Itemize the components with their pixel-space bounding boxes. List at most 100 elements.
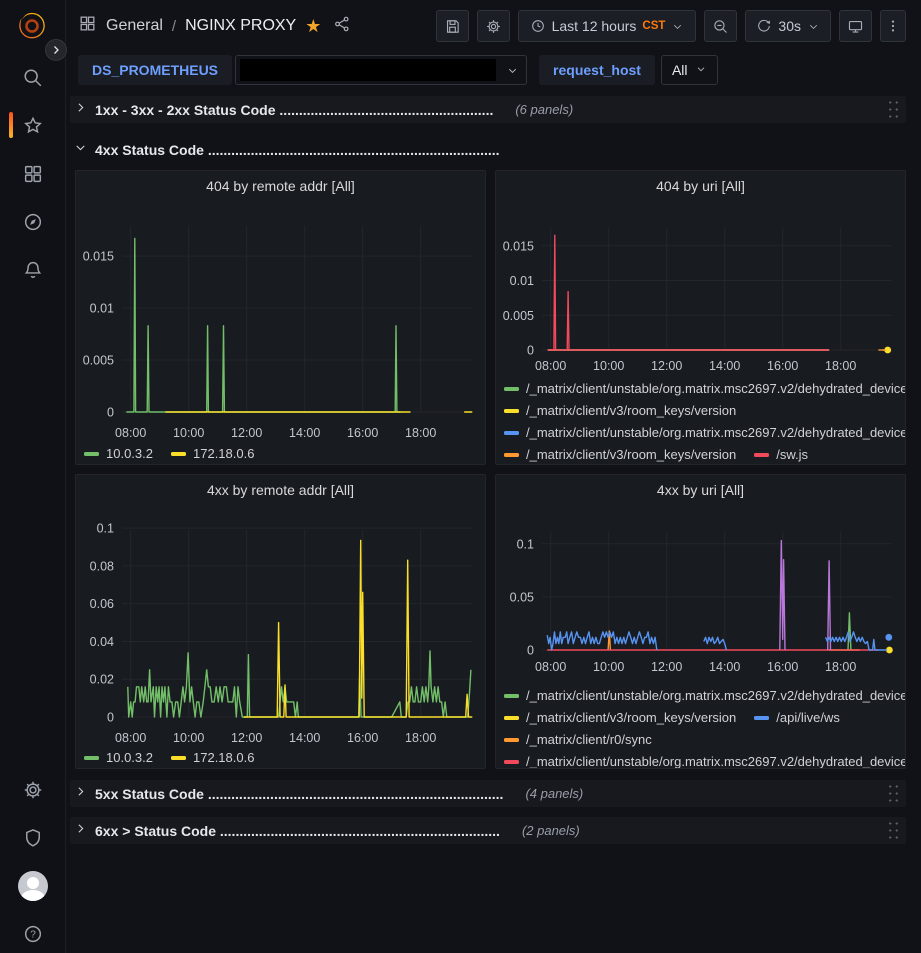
svg-text:0: 0: [107, 406, 114, 420]
request-host-variable-select[interactable]: All: [660, 55, 718, 85]
svg-text:10:00: 10:00: [593, 359, 624, 373]
legend-swatch: [504, 759, 519, 764]
server-admin-shield-icon[interactable]: [16, 821, 50, 855]
chevron-down-icon: [809, 24, 818, 29]
legend-swatch: [84, 451, 99, 456]
chevron-down-icon: [506, 64, 519, 82]
dashboards-icon[interactable]: [16, 157, 50, 191]
svg-text:0.05: 0.05: [510, 590, 534, 604]
grafana-logo-icon[interactable]: [14, 10, 52, 44]
variables-bar: DS_PROMETHEUS request_host All: [66, 52, 921, 88]
legend-label: 172.18.0.6: [193, 750, 255, 765]
header-actions: Last 12 hours CST 30s: [435, 10, 906, 42]
dashboard-settings-button[interactable]: [476, 10, 510, 42]
svg-text:08:00: 08:00: [535, 660, 566, 674]
legend-swatch: [504, 408, 519, 413]
refresh-interval-value: 30s: [778, 18, 801, 34]
row-4xx[interactable]: 4xx Status Code ........................…: [70, 136, 906, 163]
legend-item[interactable]: /_matrix/client/v3/room_keys/version: [504, 447, 736, 462]
timeseries-chart[interactable]: 08:00 10:00 12:00 14:00 16:00 18:00 0 0.02 0.04 0…: [76, 475, 486, 769]
request-host-variable-label[interactable]: request_host: [539, 55, 655, 85]
breadcrumb-separator: /: [171, 17, 177, 35]
row-drag-handle[interactable]: [887, 820, 900, 841]
svg-text:18:00: 18:00: [405, 731, 436, 745]
panel-404-by-remote-addr: 404 by remote addr [All] 08:00 10:00 12:00…: [75, 170, 486, 465]
sidebar-expand-button[interactable]: [45, 39, 67, 61]
configuration-gear-icon[interactable]: [16, 773, 50, 807]
dashboard-title[interactable]: NGINX PROXY: [185, 17, 297, 34]
datasource-variable-select[interactable]: [235, 55, 528, 85]
zoom-out-button[interactable]: [704, 10, 738, 42]
user-avatar[interactable]: [16, 869, 50, 903]
save-dashboard-button[interactable]: [435, 10, 469, 42]
legend-swatch: [171, 451, 186, 456]
legend-item[interactable]: 172.18.0.6: [171, 750, 254, 765]
timeseries-chart[interactable]: 08:00 10:00 12:00 14:00 16:00 18:00 0 0.05 0.1: [496, 475, 906, 769]
row-drag-handle[interactable]: [887, 783, 900, 804]
legend-item[interactable]: 10.0.3.2: [84, 750, 153, 765]
legend-item[interactable]: /_matrix/client/unstable/org.matrix.msc2…: [504, 425, 905, 440]
share-icon[interactable]: [333, 15, 351, 38]
sidebar: ?: [0, 0, 66, 953]
svg-text:0.06: 0.06: [90, 597, 114, 611]
legend-label: /_matrix/client/r0/sync: [526, 732, 652, 747]
svg-text:12:00: 12:00: [231, 426, 262, 440]
timeseries-chart[interactable]: 08:00 10:00 12:00 14:00 16:00 18:00 0 0.005 0.01…: [496, 171, 906, 465]
panel-title[interactable]: 4xx by remote addr [All]: [206, 482, 355, 498]
chevron-right-icon: [74, 101, 87, 119]
svg-text:18:00: 18:00: [825, 660, 856, 674]
chevron-down-icon: [74, 141, 87, 159]
svg-text:0.01: 0.01: [510, 274, 534, 288]
panel-404-by-uri: 404 by uri [All] 08:00 10:00 12:00 14:00 16:…: [495, 170, 906, 465]
star-favorite-icon[interactable]: ★: [305, 16, 322, 36]
help-icon[interactable]: ?: [16, 917, 50, 951]
legend-label: /_matrix/client/unstable/org.matrix.msc2…: [526, 381, 906, 396]
row-1xx-3xx-2xx[interactable]: 1xx - 3xx - 2xx Status Code ............…: [70, 96, 906, 123]
svg-text:0.015: 0.015: [83, 250, 114, 264]
breadcrumb-section[interactable]: General: [106, 17, 163, 34]
svg-text:14:00: 14:00: [709, 660, 740, 674]
datasource-variable-label[interactable]: DS_PROMETHEUS: [78, 55, 233, 85]
svg-text:0.005: 0.005: [83, 354, 114, 368]
legend-item[interactable]: /_matrix/client/v3/room_keys/version: [504, 403, 736, 418]
legend-label: 10.0.3.2: [106, 446, 153, 461]
alerting-bell-icon[interactable]: [16, 253, 50, 287]
panel-title[interactable]: 4xx by uri [All]: [656, 482, 745, 498]
legend-item[interactable]: /_matrix/client/unstable/org.matrix.msc2…: [504, 381, 906, 396]
search-icon[interactable]: [16, 61, 50, 95]
legend-item[interactable]: 10.0.3.2: [84, 446, 153, 461]
legend-swatch: [171, 755, 186, 760]
chevron-down-icon: [674, 24, 682, 29]
tv-mode-button[interactable]: [839, 10, 872, 42]
panel-legend: /_matrix/client/unstable/org.matrix.msc2…: [504, 381, 906, 462]
svg-text:?: ?: [30, 930, 36, 941]
row-6xx[interactable]: 6xx > Status Code ......................…: [70, 817, 906, 844]
legend-swatch: [504, 715, 519, 720]
legend-swatch: [754, 452, 770, 457]
svg-text:0.08: 0.08: [90, 559, 114, 573]
legend-item[interactable]: /_matrix/client/unstable/org.matrix.msc2…: [504, 688, 905, 703]
legend-label: /api/live/ws: [776, 710, 840, 725]
legend-item[interactable]: /api/live/ws: [754, 710, 840, 725]
legend-label: 172.18.0.6: [193, 446, 255, 461]
panel-title[interactable]: 404 by uri [All]: [656, 178, 745, 194]
explore-icon[interactable]: [16, 205, 50, 239]
legend-item[interactable]: /_matrix/client/v3/room_keys/version: [504, 710, 736, 725]
svg-text:0.1: 0.1: [517, 537, 534, 551]
panel-title[interactable]: 404 by remote addr [All]: [206, 178, 355, 194]
chevron-right-icon: [74, 785, 87, 803]
svg-text:0: 0: [527, 344, 534, 358]
refresh-interval-picker[interactable]: 30s: [745, 10, 831, 42]
legend-item[interactable]: 172.18.0.6: [171, 446, 254, 461]
legend-item[interactable]: /_matrix/client/r0/sync: [504, 732, 652, 747]
legend-item[interactable]: /_matrix/client/unstable/org.matrix.msc2…: [504, 754, 905, 768]
legend-item[interactable]: /sw.js: [754, 447, 808, 462]
timeseries-chart[interactable]: 08:00 10:00 12:00 14:00 16:00 18:00 0 0.005 0.01…: [76, 171, 486, 465]
starred-dashboards-icon[interactable]: [9, 109, 50, 143]
time-range-picker[interactable]: Last 12 hours CST: [517, 10, 697, 42]
row-5xx[interactable]: 5xx Status Code ........................…: [70, 780, 906, 807]
row-drag-handle[interactable]: [887, 99, 900, 120]
svg-text:18:00: 18:00: [825, 359, 856, 373]
kebab-menu-button[interactable]: [880, 10, 906, 42]
svg-text:12:00: 12:00: [231, 731, 262, 745]
